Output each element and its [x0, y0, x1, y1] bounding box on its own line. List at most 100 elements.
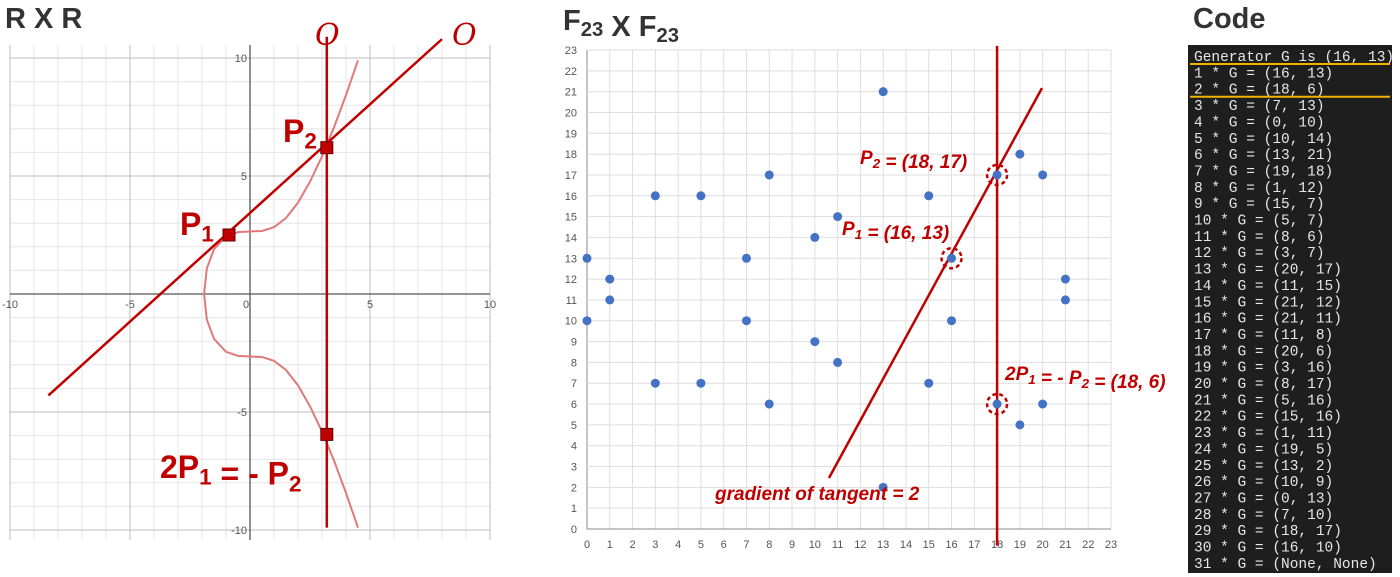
y-tick-label: 2 [571, 482, 577, 494]
x-tick-label: 16 [945, 539, 957, 551]
y-tick-label: 14 [565, 232, 577, 244]
code-line: 16 * G = (21, 11) [1194, 312, 1342, 328]
code-line: 11 * G = (8, 6) [1194, 230, 1325, 246]
x-tick-label: 7 [743, 539, 749, 551]
y-tick-label: 13 [565, 253, 577, 265]
annotation-sub: 1 [1028, 372, 1035, 387]
x-tick-label: 9 [789, 539, 795, 551]
middle-title: F23 X F23 [563, 5, 679, 47]
y-tick-label: 0 [571, 524, 577, 536]
x-tick-label: 23 [1105, 539, 1117, 551]
code-line: 18 * G = (20, 6) [1194, 344, 1333, 360]
point [1038, 399, 1048, 409]
annotation-text: = (16, 13) [862, 223, 949, 244]
point [741, 316, 751, 326]
x-tick-label: 19 [1014, 539, 1026, 551]
middle-title-sub: 23 [656, 25, 679, 47]
x-tick-label: 5 [367, 299, 373, 311]
annotation-text: P [860, 148, 873, 169]
y-tick-label: 6 [571, 399, 577, 411]
code-line: 25 * G = (13, 2) [1194, 459, 1333, 475]
y-tick-label: 9 [571, 337, 577, 349]
y-tick-label: 1 [571, 503, 577, 515]
x-tick-label: 20 [1037, 539, 1049, 551]
middle-title-text: X [603, 11, 638, 43]
x-tick-label: 22 [1082, 539, 1094, 551]
code-line: 23 * G = (1, 11) [1194, 426, 1333, 442]
point [320, 141, 334, 155]
point [582, 253, 592, 263]
annotation-text: 2P [1004, 364, 1029, 385]
point-label-text: 2P [160, 449, 199, 485]
point [605, 295, 615, 305]
code-line: 24 * G = (19, 5) [1194, 442, 1333, 458]
x-tick-label: 2 [630, 539, 636, 551]
point-label: P1 [180, 206, 214, 247]
x-tick-label: 13 [877, 539, 889, 551]
point [878, 482, 888, 492]
y-tick-label: 20 [565, 107, 577, 119]
x-tick-label: 10 [484, 299, 496, 311]
code-line: 12 * G = (3, 7) [1194, 246, 1325, 262]
point-label-sub: 1 [201, 222, 213, 247]
y-tick-label: -10 [231, 525, 247, 537]
code-line: 21 * G = (5, 16) [1194, 393, 1333, 409]
x-tick-label: 12 [854, 539, 866, 551]
point-label: 2P1 = - P2 [160, 449, 301, 496]
x-tick-label: 6 [721, 539, 727, 551]
code-line: 26 * G = (10, 9) [1194, 475, 1333, 491]
point [696, 191, 706, 201]
y-tick-label: 11 [566, 295, 577, 307]
y-tick-label: 3 [571, 462, 577, 474]
code-line: 31 * G = (None, None) [1194, 557, 1377, 573]
point-label-text: P [283, 113, 304, 149]
y-tick-label: 8 [571, 357, 577, 369]
x-tick-label: -10 [2, 299, 18, 311]
point [833, 357, 843, 367]
point [320, 427, 334, 441]
highlight [940, 247, 963, 270]
infinity-label: O [452, 18, 477, 53]
point [924, 378, 934, 388]
annotation-text: = (18, 17) [880, 152, 967, 173]
y-tick-label: 5 [571, 420, 577, 432]
point [947, 253, 957, 263]
code-line: 30 * G = (16, 10) [1194, 541, 1342, 557]
point [810, 232, 820, 242]
middle-title-sub: 23 [581, 19, 604, 41]
y-tick-label: 22 [565, 66, 577, 78]
x-tick-label: 11 [832, 539, 843, 551]
code-line: 17 * G = (11, 8) [1194, 328, 1333, 344]
point [992, 399, 1002, 409]
point [582, 316, 592, 326]
point [764, 170, 774, 180]
code-line: 14 * G = (11, 15) [1194, 279, 1342, 295]
annotation-text: P [842, 219, 855, 240]
code-line: 15 * G = (21, 12) [1194, 295, 1342, 311]
point-label-sub: 2 [304, 129, 316, 154]
middle-title-text: F [563, 5, 581, 37]
point [1015, 420, 1025, 430]
y-tick-label: 4 [571, 441, 577, 453]
y-tick-label: 12 [565, 274, 577, 286]
code-line: 8 * G = (1, 12) [1194, 181, 1325, 197]
annotation-text: = (18, 6) [1089, 372, 1166, 393]
y-tick-label: 23 [565, 45, 577, 57]
annotation: 2P1 = - P2 = (18, 6) [1004, 364, 1166, 393]
point-label-text: = - P [212, 456, 289, 492]
code-line: 10 * G = (5, 7) [1194, 214, 1325, 230]
highlight [985, 392, 1009, 416]
y-tick-label: 21 [565, 87, 577, 99]
point [992, 170, 1002, 180]
line [47, 38, 443, 397]
code-line: 28 * G = (7, 10) [1194, 508, 1333, 524]
point [1038, 170, 1048, 180]
y-tick-label: 5 [241, 171, 247, 183]
highlight [985, 163, 1009, 187]
x-tick-label: 0 [243, 299, 249, 311]
x-tick-label: 10 [809, 539, 821, 551]
y-tick-label: 10 [235, 53, 247, 65]
x-tick-label: 5 [698, 539, 704, 551]
code-line: 7 * G = (19, 18) [1194, 164, 1333, 180]
y-tick-label: 19 [565, 128, 577, 140]
